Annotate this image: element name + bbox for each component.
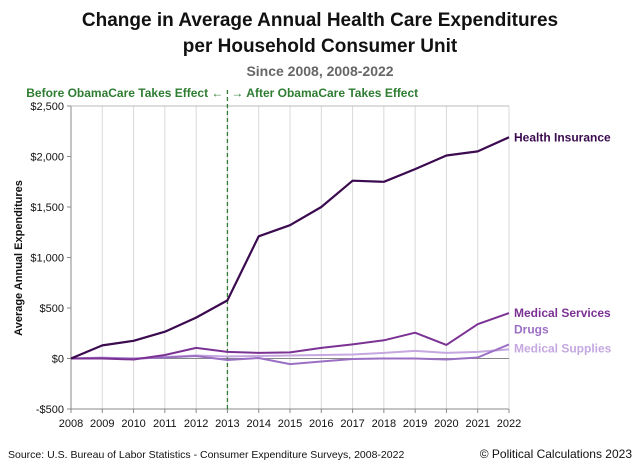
x-tick-label: 2013 bbox=[215, 418, 239, 430]
series-label-health-insurance: Health Insurance bbox=[514, 130, 611, 144]
x-tick-label: 2010 bbox=[121, 418, 145, 430]
y-tick-label: -$500 bbox=[36, 404, 64, 416]
x-tick-label: 2020 bbox=[434, 418, 458, 430]
annotation: Before ObamaCare Takes Effect ← → After O… bbox=[26, 86, 418, 409]
x-tick-label: 2015 bbox=[278, 418, 302, 430]
x-tick-label: 2019 bbox=[403, 418, 427, 430]
copyright-note: © Political Calculations 2023 bbox=[480, 447, 633, 461]
y-tick-label: $1,000 bbox=[30, 253, 64, 265]
series-line-health-insurance bbox=[70, 136, 510, 360]
y-axis-label: Average Annual Expenditures bbox=[13, 180, 25, 336]
chart-title-line2: per Household Consumer Unit bbox=[183, 36, 458, 57]
after-obamacare-label: → After ObamaCare Takes Effect bbox=[231, 86, 418, 100]
before-obamacare-label: Before ObamaCare Takes Effect ← bbox=[26, 86, 223, 100]
series-label-drugs: Drugs bbox=[514, 322, 549, 336]
y-tick-label: $0 bbox=[52, 354, 64, 366]
y-tick-label: $500 bbox=[40, 303, 64, 315]
x-tick-label: 2016 bbox=[309, 418, 333, 430]
x-tick-label: 2009 bbox=[90, 418, 114, 430]
chart-subtitle: Since 2008, 2008-2022 bbox=[246, 63, 393, 79]
x-tick-label: 2008 bbox=[59, 418, 83, 430]
series-label-medical-supplies: Medical Supplies bbox=[514, 341, 612, 355]
source-note: Source: U.S. Bureau of Labor Statistics … bbox=[8, 449, 404, 461]
series bbox=[70, 136, 510, 366]
x-tick-label: 2012 bbox=[184, 418, 208, 430]
y-tick-label: $2,500 bbox=[30, 101, 64, 113]
y-tick-label: $2,000 bbox=[30, 152, 64, 164]
series-label-medical-services: Medical Services bbox=[514, 306, 611, 320]
x-tick-label: 2021 bbox=[465, 418, 489, 430]
chart-title-line1: Change in Average Annual Health Care Exp… bbox=[82, 10, 558, 31]
x-tick-label: 2014 bbox=[246, 418, 270, 430]
x-tick-label: 2018 bbox=[372, 418, 396, 430]
x-tick-label: 2011 bbox=[153, 418, 177, 430]
x-tick-label: 2022 bbox=[497, 418, 521, 430]
y-tick-label: $1,500 bbox=[30, 202, 64, 214]
series-line-medical-services bbox=[71, 312, 510, 361]
series-labels: Health Insurance Medical Services Drugs Med… bbox=[514, 130, 612, 355]
x-tick-label: 2017 bbox=[340, 418, 364, 430]
axes: -$500 $0 $500 $1,000 $1,500 $2,000 $2,500 2008 2… bbox=[30, 101, 521, 430]
